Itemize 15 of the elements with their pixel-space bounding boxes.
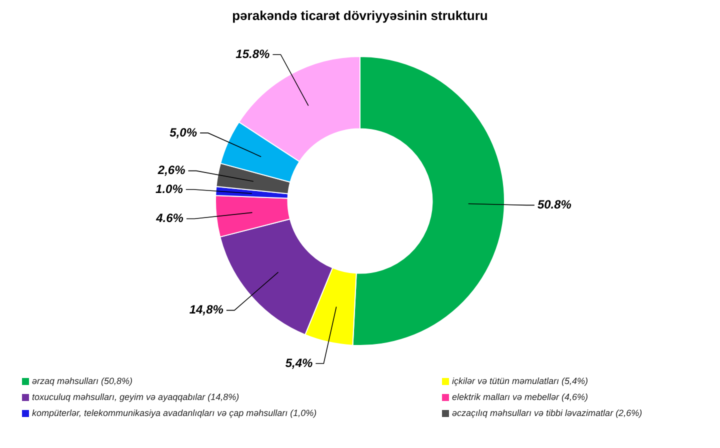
data-label: 50.8%: [537, 197, 572, 212]
legend-label: əczaçılıq məhsulları və tibbi ləvazimatlar (2,6%): [452, 408, 642, 418]
data-label: 2,6%: [156, 163, 186, 178]
data-label: 1.0%: [156, 182, 184, 196]
data-label: 5,0%: [170, 125, 198, 140]
data-label: 4.6%: [155, 211, 184, 226]
legend-label: elektrik malları və mebellər (4,6%): [452, 392, 588, 402]
legend-label: toxuculuq məhsulları, geyim və ayaqqabılar (14,8%): [32, 392, 240, 402]
legend-label: ərzaq məhsulları (50,8%): [32, 376, 133, 386]
data-label: 15.8%: [236, 46, 270, 61]
data-label: 5,4%: [285, 356, 313, 370]
legend-label: kompüterlər, telekommunikasiya avadanlıqları və çap məhsulları (1,0%): [32, 408, 317, 418]
data-label: 14,8%: [189, 302, 224, 317]
legend-label: içkilər və tütün məmulatları (5,4%): [452, 376, 588, 386]
chart-title: pərakəndə ticarət dövriyyəsinin strukturu: [231, 8, 489, 25]
